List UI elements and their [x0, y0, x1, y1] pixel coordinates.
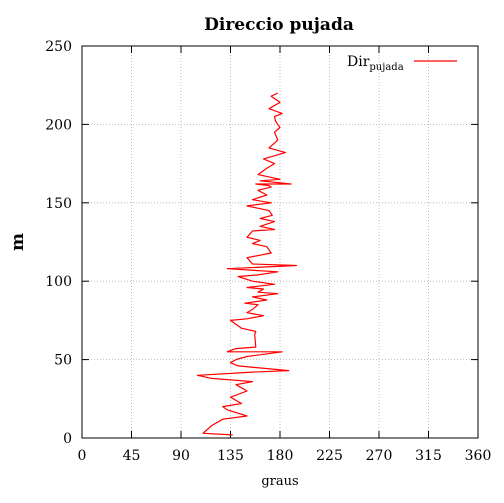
grid: [82, 46, 478, 438]
x-tick-label: 315: [415, 448, 442, 464]
y-axis-label: m: [8, 233, 28, 251]
y-tick-label: 200: [45, 117, 72, 133]
legend-label-sub: pujada: [369, 62, 403, 73]
x-tick-label: 90: [172, 448, 190, 464]
x-tick-label: 270: [366, 448, 393, 464]
x-axis-label: graus: [261, 474, 298, 489]
series-layer: [196, 92, 298, 436]
y-tick-label: 0: [63, 431, 72, 447]
x-tick-label: 45: [123, 448, 141, 464]
x-tick-label: 0: [78, 448, 87, 464]
x-tick-label: 360: [465, 448, 492, 464]
series-line: [196, 92, 298, 436]
y-tick-label: 150: [45, 196, 72, 212]
y-tick-label: 250: [45, 39, 72, 55]
legend-label-main: Dir: [347, 54, 370, 70]
legend: Dirpujada: [347, 54, 457, 73]
tick-labels: 0 45 90 135 180 225 270 315 360 0 50 100 150 200 250: [45, 39, 491, 464]
chart-title: Direccio pujada: [204, 15, 354, 35]
axis-ticks: [81, 45, 479, 439]
x-tick-label: 180: [267, 448, 294, 464]
x-tick-label: 135: [217, 448, 244, 464]
legend-label: Dirpujada: [347, 54, 404, 73]
y-tick-label: 50: [54, 353, 72, 369]
x-tick-label: 225: [316, 448, 343, 464]
y-tick-label: 100: [45, 274, 72, 290]
